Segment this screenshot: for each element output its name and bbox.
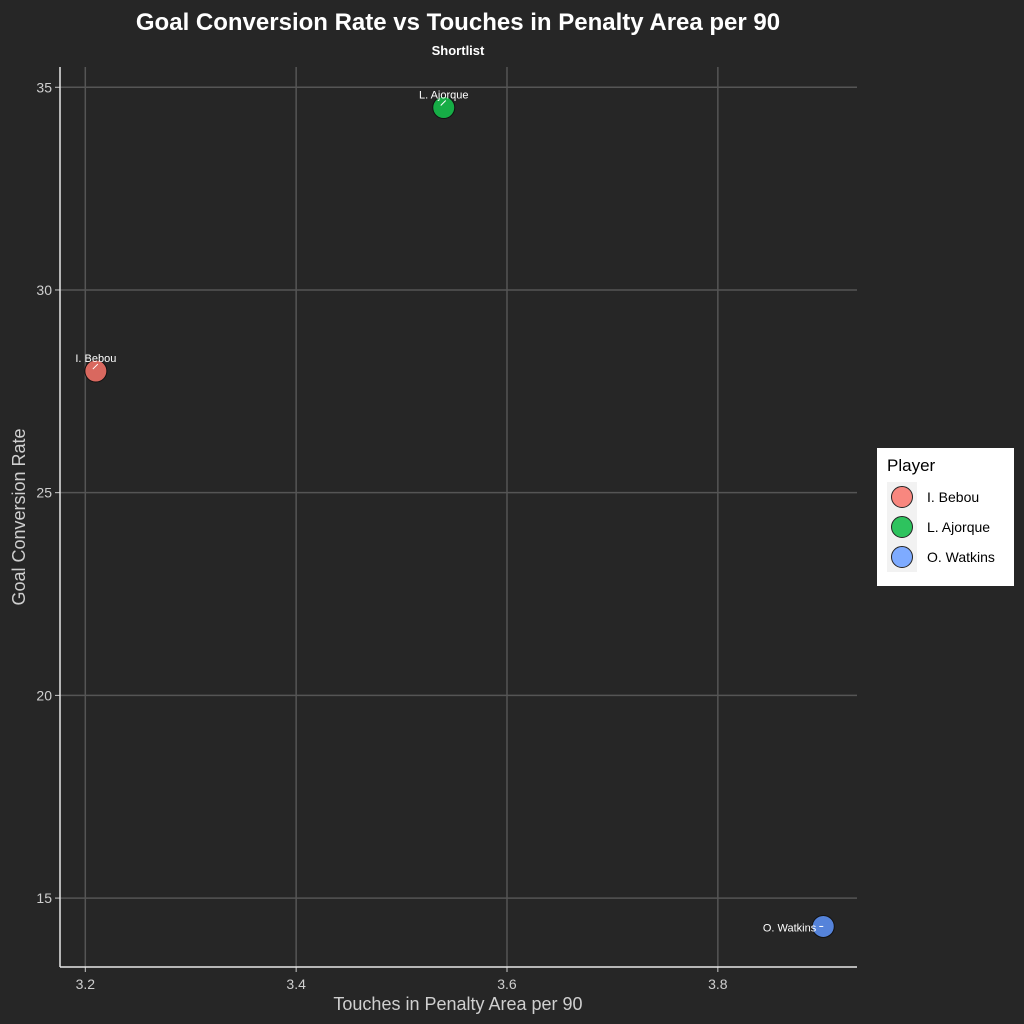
legend-dot-icon: [891, 516, 913, 538]
legend-dot-icon: [891, 546, 913, 568]
legend-item[interactable]: I. Bebou: [887, 482, 1004, 512]
legend: Player I. Bebou L. Ajorque O. Watkins: [877, 448, 1014, 586]
y-axis-label: Goal Conversion Rate: [9, 428, 29, 605]
y-tick-label: 30: [36, 282, 52, 298]
y-tick-label: 15: [36, 890, 52, 906]
data-label: L. Ajorque: [419, 90, 469, 102]
data-label: O. Watkins: [763, 922, 817, 934]
x-tick-label: 3.4: [286, 976, 306, 992]
chart-subtitle: Shortlist: [432, 43, 485, 58]
y-tick-label: 25: [36, 485, 52, 501]
y-tick-label: 35: [36, 79, 52, 95]
y-tick-label: 20: [36, 687, 52, 703]
legend-dot-icon: [891, 486, 913, 508]
label-connector: [440, 100, 447, 106]
data-point[interactable]: [432, 96, 456, 120]
data-point[interactable]: [84, 359, 108, 383]
x-tick-label: 3.8: [708, 976, 728, 992]
legend-key: [887, 512, 917, 542]
legend-key: [887, 542, 917, 572]
legend-label: L. Ajorque: [927, 519, 991, 535]
legend-item[interactable]: L. Ajorque: [887, 512, 1004, 542]
label-connector: [92, 363, 99, 370]
legend-key: [887, 482, 917, 512]
x-tick-label: 3.2: [76, 976, 96, 992]
legend-item[interactable]: O. Watkins: [887, 542, 1004, 572]
legend-title: Player: [887, 456, 936, 475]
x-axis-label: Touches in Penalty Area per 90: [333, 994, 582, 1014]
data-label: I. Bebou: [75, 353, 116, 365]
legend-label: I. Bebou: [927, 489, 980, 505]
chart-title: Goal Conversion Rate vs Touches in Penal…: [136, 9, 780, 36]
legend-label: O. Watkins: [927, 549, 995, 565]
x-tick-label: 3.6: [497, 976, 517, 992]
